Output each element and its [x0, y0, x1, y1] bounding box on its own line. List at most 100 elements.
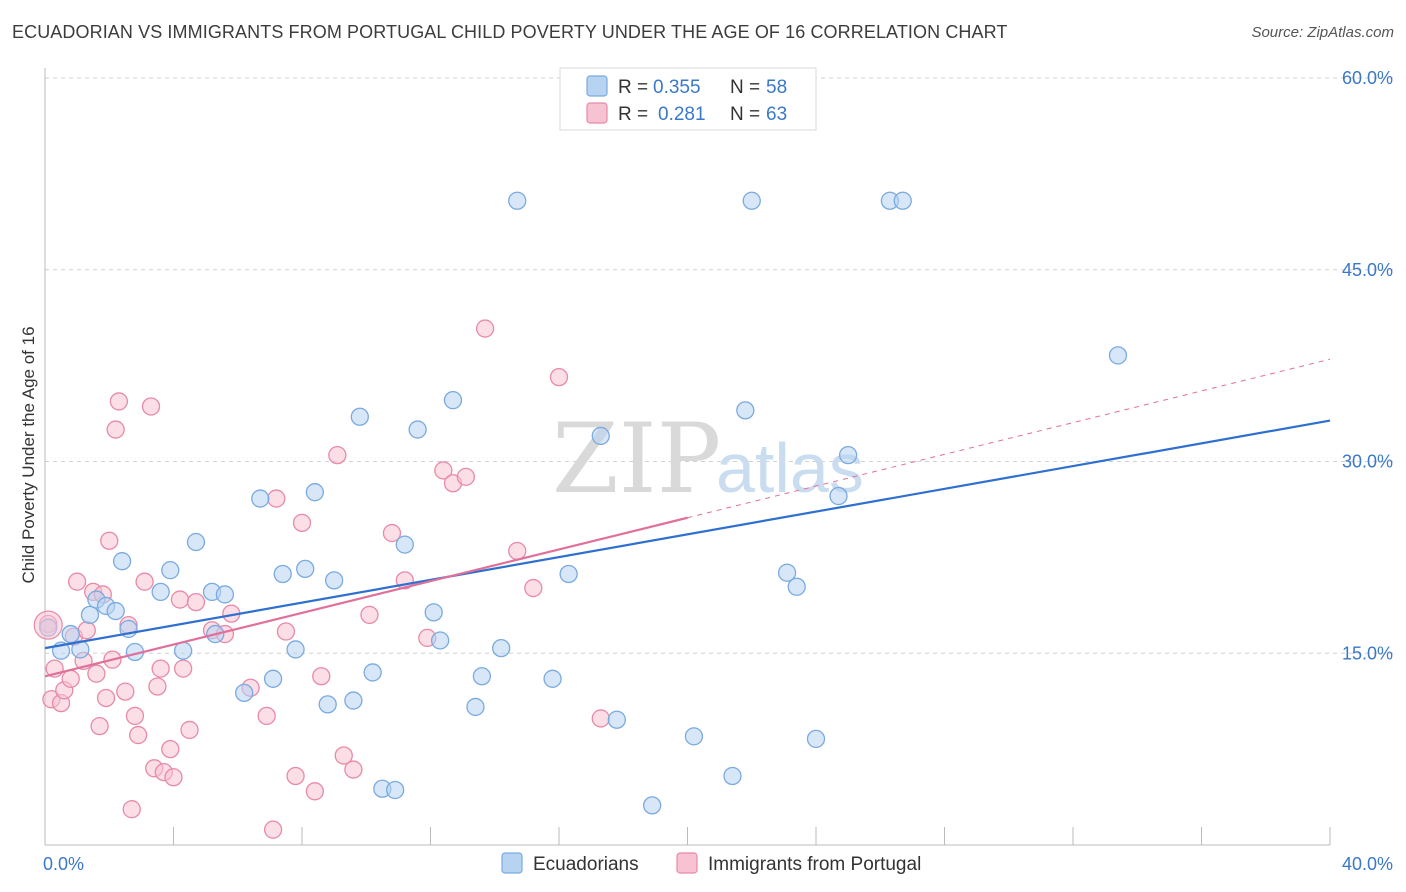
ecuadorians-point-14: [186, 532, 206, 552]
ecuadorians-point-48: [736, 401, 755, 420]
ecuadorians-point-20: [263, 669, 283, 688]
ecuadorians-point-53: [829, 486, 848, 506]
portugal-point-61: [549, 367, 569, 387]
legend-r-label-2: R =: [618, 104, 648, 125]
portugal-point-43: [276, 622, 296, 641]
ecuadorians-point-35: [430, 631, 450, 650]
bottom-legend-swatch-portugal: [676, 852, 698, 874]
watermark: ZIP atlas: [552, 403, 864, 515]
ecuadorians-point-2: [61, 624, 80, 644]
portugal-point-5: [61, 669, 80, 688]
portugal-point-40: [257, 706, 276, 726]
legend-r-label-1: R =: [618, 77, 648, 98]
portugal-point-52: [382, 523, 402, 543]
ecuadorians-point-25: [318, 695, 337, 714]
ecuadorians-point-12: [161, 561, 180, 580]
legend-n-value-1: 58: [766, 77, 787, 98]
portugal-point-9: [77, 621, 96, 640]
portugal-point-24: [135, 572, 154, 591]
portugal-point-57: [456, 467, 475, 486]
portugal-point-18: [109, 392, 129, 411]
ecuadorians-point-57: [1108, 346, 1128, 365]
ecuadorians-point-45: [643, 796, 662, 815]
x-tick-label-0: 0.0%: [43, 854, 84, 874]
portugal-point-30: [161, 739, 180, 759]
portugal-point-15: [100, 531, 119, 550]
portugal-point-58: [475, 319, 495, 338]
portugal-point-22: [125, 706, 145, 726]
y-tick-label-1: 30.0%: [1342, 452, 1393, 472]
portugal-point-14: [96, 688, 116, 708]
portugal-point-48: [328, 445, 347, 465]
portugal-point-60: [524, 578, 543, 598]
grid-layer: [45, 77, 1395, 654]
legend-r-value-1: 0.355: [653, 77, 701, 98]
ecuadorians-point-36: [443, 390, 463, 410]
portugal-point-49: [334, 746, 353, 765]
ecuadorians-point-11: [151, 582, 170, 602]
ecuadorians-point-8: [112, 552, 132, 571]
ecuadorians-point-39: [492, 638, 511, 658]
portugal-point-55: [434, 461, 453, 480]
ecuadorians-point-31: [386, 780, 405, 800]
legend-n-value-2: 63: [766, 104, 787, 125]
portugal-point-25: [141, 397, 161, 416]
ecuadorians-point-32: [395, 535, 414, 554]
ecuadorians-point-43: [591, 426, 610, 446]
ecuadorians-point-7: [106, 601, 125, 621]
cluster-point-large: [33, 610, 63, 640]
portugal-point-51: [360, 605, 379, 625]
legend-r-value-2: 0.281: [658, 104, 706, 125]
ecuadorians-point-44: [607, 710, 626, 729]
trend-line-ecuadorians: [44, 419, 1331, 650]
portugal-point-42: [267, 489, 286, 508]
portugal-point-41: [263, 820, 283, 839]
legend-n-label-2: N =: [730, 104, 760, 125]
ecuadorians-point-41: [543, 669, 562, 688]
ecuadorians-point-22: [286, 640, 305, 659]
portugal-point-34: [180, 720, 199, 740]
ecuadorians-point-29: [363, 663, 382, 682]
portugal-point-28: [151, 659, 170, 678]
x-tick-label-1: 40.0%: [1342, 854, 1393, 874]
portugal-point-32: [170, 590, 190, 609]
ecuadorians-point-24: [305, 483, 325, 502]
top-legend: R = 0.355 N = 58 R = 0.281 N = 63: [559, 67, 817, 131]
ecuadorians-point-18: [235, 683, 254, 703]
ecuadorians-point-33: [408, 420, 427, 439]
portugal-point-46: [305, 782, 325, 801]
chart-source: Source: ZipAtlas.com: [1251, 24, 1394, 41]
legend-swatch-portugal: [586, 102, 608, 124]
series-portugal-points: [39, 319, 610, 839]
ecuadorians-point-56: [893, 191, 912, 210]
ecuadorians-point-51: [787, 577, 806, 596]
portugal-point-33: [173, 659, 193, 678]
ecuadorians-point-40: [508, 191, 527, 210]
ecuadorians-point-46: [684, 727, 704, 746]
legend-swatch-ecuadorians: [586, 75, 608, 97]
y-tick-label-2: 45.0%: [1342, 260, 1393, 280]
ecuadorians-point-4: [80, 605, 100, 625]
legend-n-label-1: N =: [730, 77, 760, 98]
ecuadorians-point-26: [324, 571, 344, 590]
tick-labels: 15.0% 30.0% 45.0% 60.0% 0.0% 40.0%: [43, 68, 1393, 874]
portugal-point-23: [129, 725, 148, 745]
bottom-legend-label-ecuadorians: Ecuadorians: [533, 854, 639, 875]
chart-title: ECUADORIAN VS IMMIGRANTS FROM PORTUGAL C…: [12, 22, 1008, 42]
bottom-legend-label-portugal: Immigrants from Portugal: [708, 854, 921, 875]
portugal-point-17: [106, 420, 125, 439]
watermark-zip: ZIP: [552, 403, 721, 515]
portugal-point-59: [508, 541, 527, 561]
ecuadorians-point-37: [466, 697, 485, 717]
trend-lines: [44, 358, 1331, 678]
ecuadorians-point-52: [806, 729, 826, 749]
portugal-point-21: [122, 800, 141, 819]
axes-layer: [44, 68, 1331, 846]
ecuadorians-point-34: [424, 603, 443, 622]
ecuadorians-point-21: [273, 564, 292, 584]
trend-line-portugal: [44, 516, 688, 678]
portugal-point-62: [591, 709, 610, 728]
portugal-point-11: [87, 664, 106, 683]
y-tick-label-0: 15.0%: [1342, 643, 1393, 663]
ecuadorians-point-27: [344, 691, 363, 710]
